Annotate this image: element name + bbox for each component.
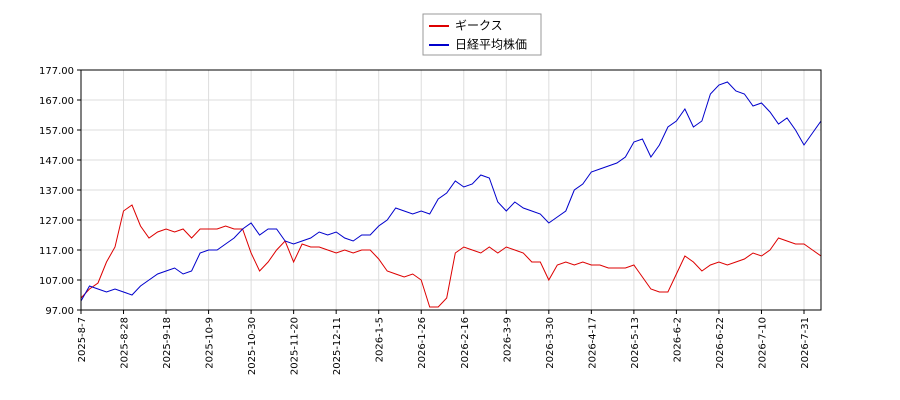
x-tick-label: 2026-1-5 (375, 317, 386, 362)
x-tick-label: 2026-4-17 (587, 317, 598, 369)
y-tick-label: 147.00 (39, 156, 74, 167)
x-tick-label: 2026-6-22 (715, 317, 726, 369)
y-tick-label: 107.00 (39, 276, 74, 287)
y-tick-label: 117.00 (39, 246, 74, 257)
y-tick-label: 167.00 (39, 96, 74, 107)
x-tick-label: 2026-5-13 (630, 317, 641, 369)
plot-frame (80, 69, 822, 311)
x-tick-label: 2026-7-10 (757, 317, 768, 369)
x-tick-label: 2025-12-11 (332, 317, 343, 375)
legend-box (422, 13, 542, 56)
y-tick-label: 137.00 (39, 186, 74, 197)
x-tick-label: 2025-8-7 (77, 317, 88, 362)
x-tick-label: 2025-10-9 (205, 317, 216, 369)
y-tick-label: 157.00 (39, 126, 74, 137)
line-series (80, 81, 822, 302)
x-tick-label: 2026-3-9 (502, 317, 513, 362)
x-tick-label: 2026-1-26 (417, 317, 428, 369)
x-tick-label: 2026-3-30 (545, 317, 556, 369)
line-series (80, 204, 822, 308)
y-tick-label: 177.00 (39, 66, 74, 77)
x-tick-label: 2025-8-28 (120, 317, 131, 369)
x-tick-label: 2026-6-2 (672, 317, 683, 362)
legend-label: 日経平均株価 (455, 37, 527, 52)
x-tick-label: 2026-7-31 (800, 317, 811, 369)
x-tick-label: 2025-11-20 (290, 317, 301, 375)
x-tick-label: 2026-2-16 (460, 317, 471, 369)
x-tick-label: 2025-10-30 (247, 317, 258, 375)
legend-label: ギークス (455, 19, 503, 33)
y-tick-label: 97.00 (45, 306, 74, 317)
x-tick-label: 2025-9-18 (162, 317, 173, 369)
y-tick-label: 127.00 (39, 216, 74, 227)
